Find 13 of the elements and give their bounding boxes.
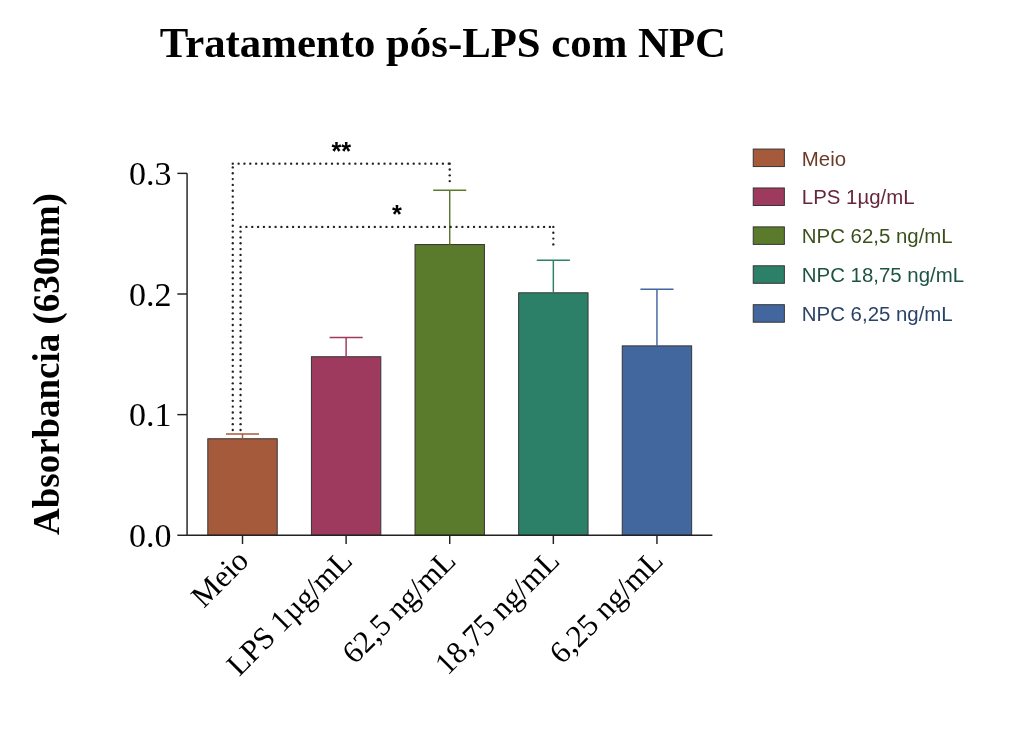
chart-title: Tratamento pós-LPS com NPC [159, 18, 727, 66]
y-tick-label: 0.1 [128, 396, 172, 434]
legend-label: NPC 62,5 ng/mL [801, 225, 953, 248]
y-tick-label: 0.0 [128, 516, 172, 554]
annotation: * [392, 199, 403, 228]
legend-label: NPC 18,75 ng/mL [801, 264, 965, 287]
y-tick-label: 0.3 [128, 155, 172, 193]
y-axis-title: Absorbancia (630nm) [25, 193, 68, 535]
text: ** [331, 136, 352, 165]
legend-label: NPC 6,25 ng/mL [801, 303, 953, 326]
y-tick-label: 0.2 [128, 275, 172, 313]
legend-label: Meio [801, 147, 847, 170]
legend-label: LPS 1µg/mL [801, 186, 915, 209]
